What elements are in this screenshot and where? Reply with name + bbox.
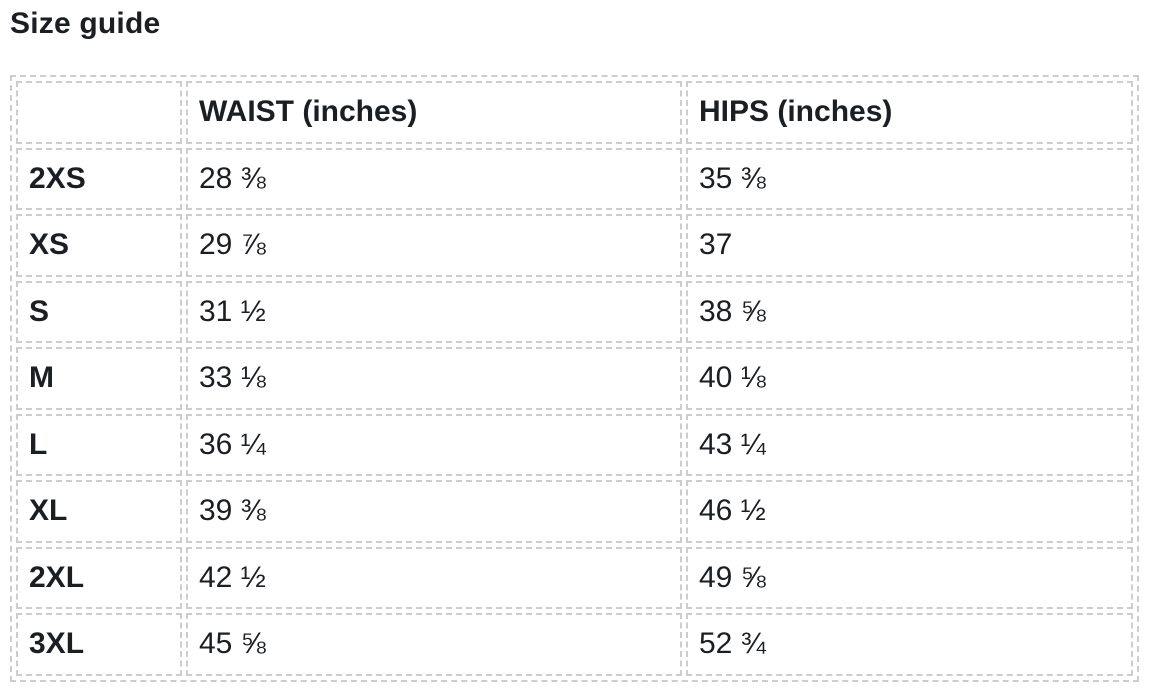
hips-cell: 43 ¼ <box>686 413 1133 476</box>
size-label: 3XL <box>16 613 182 676</box>
size-guide-table: WAIST (inches) HIPS (inches) 2XS 28 ⅜ 35… <box>10 75 1139 682</box>
hips-cell: 49 ⅝ <box>686 546 1133 609</box>
table-row: M 33 ⅛ 40 ⅛ <box>16 347 1133 410</box>
table-row: L 36 ¼ 43 ¼ <box>16 413 1133 476</box>
table-row: S 31 ½ 38 ⅝ <box>16 280 1133 343</box>
size-label: L <box>16 413 182 476</box>
waist-cell: 45 ⅝ <box>186 613 682 676</box>
size-label: XS <box>16 214 182 277</box>
size-label: M <box>16 347 182 410</box>
table-row: XS 29 ⅞ 37 <box>16 214 1133 277</box>
table-row: 3XL 45 ⅝ 52 ¾ <box>16 613 1133 676</box>
header-cell-waist: WAIST (inches) <box>186 81 682 144</box>
size-label: S <box>16 280 182 343</box>
hips-cell: 52 ¾ <box>686 613 1133 676</box>
waist-cell: 31 ½ <box>186 280 682 343</box>
size-label: 2XS <box>16 147 182 210</box>
size-label: 2XL <box>16 546 182 609</box>
hips-cell: 46 ½ <box>686 480 1133 543</box>
hips-cell: 37 <box>686 214 1133 277</box>
waist-cell: 42 ½ <box>186 546 682 609</box>
header-row: WAIST (inches) HIPS (inches) <box>16 81 1133 144</box>
table-row: 2XS 28 ⅜ 35 ⅜ <box>16 147 1133 210</box>
header-cell-size <box>16 81 182 144</box>
size-label: XL <box>16 480 182 543</box>
header-cell-hips: HIPS (inches) <box>686 81 1133 144</box>
table-row: XL 39 ⅜ 46 ½ <box>16 480 1133 543</box>
waist-cell: 28 ⅜ <box>186 147 682 210</box>
waist-cell: 36 ¼ <box>186 413 682 476</box>
hips-cell: 35 ⅜ <box>686 147 1133 210</box>
table-row: 2XL 42 ½ 49 ⅝ <box>16 546 1133 609</box>
waist-cell: 39 ⅜ <box>186 480 682 543</box>
waist-cell: 33 ⅛ <box>186 347 682 410</box>
page-title: Size guide <box>10 7 161 40</box>
hips-cell: 38 ⅝ <box>686 280 1133 343</box>
hips-cell: 40 ⅛ <box>686 347 1133 410</box>
waist-cell: 29 ⅞ <box>186 214 682 277</box>
